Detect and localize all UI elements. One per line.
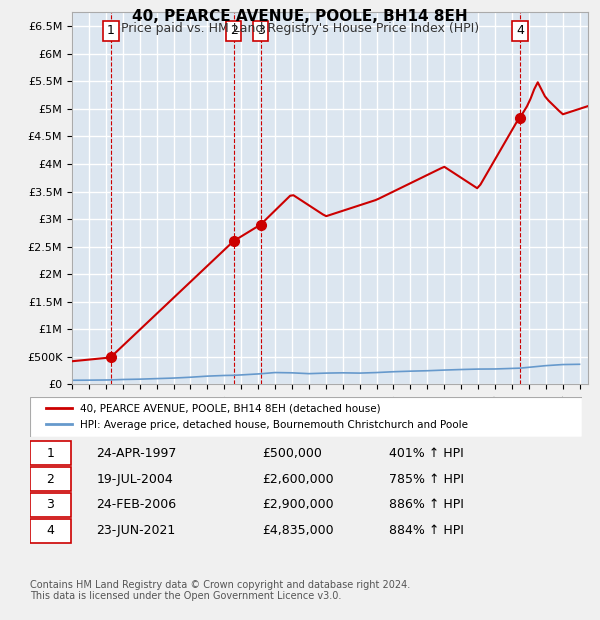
FancyBboxPatch shape xyxy=(30,494,71,517)
Text: 19-JUL-2004: 19-JUL-2004 xyxy=(96,472,173,485)
Text: 2: 2 xyxy=(46,472,55,485)
Text: 4: 4 xyxy=(46,525,55,538)
Text: 4: 4 xyxy=(516,25,524,37)
FancyBboxPatch shape xyxy=(30,519,71,542)
Text: £2,600,000: £2,600,000 xyxy=(262,472,334,485)
Text: 24-FEB-2006: 24-FEB-2006 xyxy=(96,498,176,511)
Text: £2,900,000: £2,900,000 xyxy=(262,498,334,511)
Text: 40, PEARCE AVENUE, POOLE, BH14 8EH: 40, PEARCE AVENUE, POOLE, BH14 8EH xyxy=(132,9,468,24)
Text: 24-APR-1997: 24-APR-1997 xyxy=(96,446,176,459)
Legend: 40, PEARCE AVENUE, POOLE, BH14 8EH (detached house), HPI: Average price, detache: 40, PEARCE AVENUE, POOLE, BH14 8EH (deta… xyxy=(41,399,473,435)
FancyBboxPatch shape xyxy=(30,397,582,437)
Text: £500,000: £500,000 xyxy=(262,446,322,459)
FancyBboxPatch shape xyxy=(30,467,71,491)
Text: Price paid vs. HM Land Registry's House Price Index (HPI): Price paid vs. HM Land Registry's House … xyxy=(121,22,479,35)
Text: 1: 1 xyxy=(46,446,55,459)
Text: £4,835,000: £4,835,000 xyxy=(262,525,334,538)
Text: 886% ↑ HPI: 886% ↑ HPI xyxy=(389,498,464,511)
FancyBboxPatch shape xyxy=(30,441,71,465)
Text: 785% ↑ HPI: 785% ↑ HPI xyxy=(389,472,464,485)
Text: Contains HM Land Registry data © Crown copyright and database right 2024.
This d: Contains HM Land Registry data © Crown c… xyxy=(30,580,410,601)
Text: 401% ↑ HPI: 401% ↑ HPI xyxy=(389,446,464,459)
Text: 3: 3 xyxy=(46,498,55,511)
Text: 1: 1 xyxy=(107,25,115,37)
Text: 2: 2 xyxy=(230,25,238,37)
Text: 23-JUN-2021: 23-JUN-2021 xyxy=(96,525,175,538)
Text: 884% ↑ HPI: 884% ↑ HPI xyxy=(389,525,464,538)
Text: 3: 3 xyxy=(257,25,265,37)
